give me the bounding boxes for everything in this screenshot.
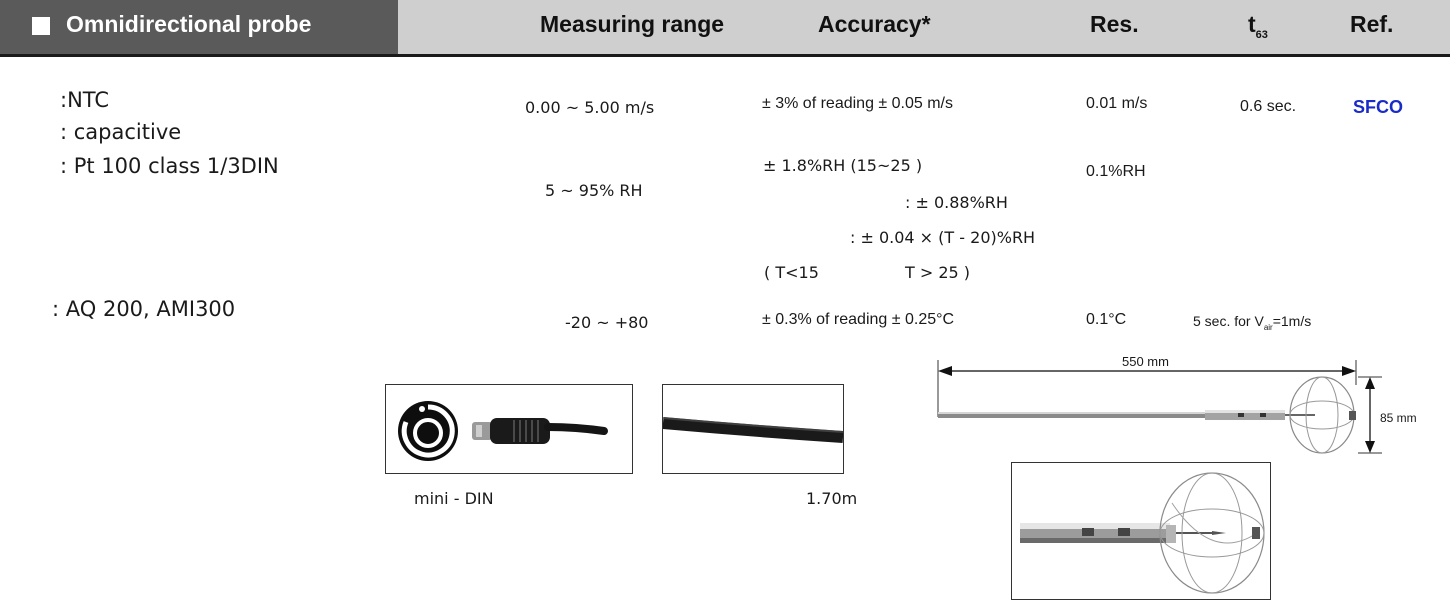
col-ref: Ref. bbox=[1350, 11, 1394, 37]
header-title: Omnidirectional probe bbox=[66, 11, 312, 37]
diameter-dimension: 85 mm bbox=[1380, 411, 1417, 425]
table-header: Omnidirectional probe Measuring range Ac… bbox=[0, 0, 1450, 54]
header-divider bbox=[0, 54, 1450, 57]
humidity-resolution: 0.1%RH bbox=[1086, 163, 1146, 180]
col-resolution: Res. bbox=[1090, 11, 1139, 37]
cable-icon bbox=[663, 417, 843, 443]
temperature-accuracy: ± 0.3% of reading ± 0.25°C bbox=[762, 311, 955, 328]
humidity-accuracy-2: : ± 0.88%RH bbox=[905, 193, 1008, 212]
ref-sfco: SFCO bbox=[1353, 97, 1404, 117]
header-title-cell: Omnidirectional probe bbox=[0, 0, 398, 54]
humidity-accuracy-1: ± 1.8%RH (15~25 ) bbox=[763, 156, 923, 175]
col-t63-sub: 63 bbox=[1255, 29, 1268, 41]
cable-caption: 1.70m bbox=[806, 489, 858, 508]
square-bullet-icon bbox=[32, 17, 50, 35]
probe-photo bbox=[1011, 462, 1271, 600]
temperature-t63-main: 5 sec. for V bbox=[1193, 313, 1264, 329]
temperature-t63-tail: =1m/s bbox=[1272, 313, 1312, 329]
cable-figure bbox=[662, 384, 844, 474]
velocity-resolution: 0.01 m/s bbox=[1086, 95, 1148, 112]
header-columns bbox=[398, 0, 1450, 54]
sensor-velocity: :NTC bbox=[60, 88, 110, 112]
humidity-accuracy-4a: ( T<15 bbox=[764, 263, 819, 282]
col-t63-main: t bbox=[1248, 11, 1256, 37]
temperature-t63: 5 sec. for Vair=1m/s bbox=[1193, 313, 1311, 332]
col-t63: t63 bbox=[1248, 11, 1268, 41]
probe-head-icon bbox=[1020, 472, 1265, 594]
sensor-temperature: : Pt 100 class 1/3DIN bbox=[60, 154, 279, 178]
sensor-compatibility: : AQ 200, AMI300 bbox=[52, 297, 236, 321]
humidity-range: 5 ~ 95% RH bbox=[545, 181, 643, 200]
connector-figure bbox=[385, 384, 633, 474]
velocity-range: 0.00 ~ 5.00 m/s bbox=[525, 98, 655, 117]
temperature-t63-sub: air bbox=[1263, 322, 1273, 332]
velocity-t63: 0.6 sec. bbox=[1240, 98, 1297, 115]
humidity-accuracy-4b: T > 25 ) bbox=[905, 263, 971, 282]
mini-din-connector-icon bbox=[398, 401, 608, 461]
humidity-accuracy-3: : ± 0.04 × (T - 20)%RH bbox=[850, 228, 1036, 247]
col-accuracy: Accuracy* bbox=[818, 11, 931, 37]
temperature-range: -20 ~ +80 bbox=[565, 313, 649, 332]
sensor-humidity: : capacitive bbox=[60, 120, 182, 144]
velocity-accuracy: ± 3% of reading ± 0.05 m/s bbox=[762, 95, 953, 112]
temperature-resolution: 0.1°C bbox=[1086, 311, 1127, 328]
col-measuring-range: Measuring range bbox=[540, 11, 725, 37]
probe-dimension-drawing bbox=[937, 360, 1382, 454]
length-dimension: 550 mm bbox=[1122, 354, 1169, 369]
connector-caption: mini - DIN bbox=[414, 489, 494, 508]
